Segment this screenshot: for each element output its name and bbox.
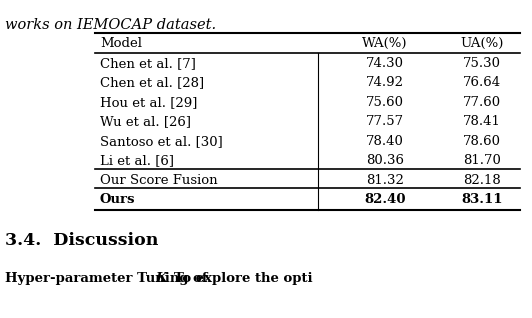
- Text: 3.4.  Discussion: 3.4. Discussion: [5, 232, 159, 249]
- Text: K: K: [156, 273, 167, 286]
- Text: Chen et al. [28]: Chen et al. [28]: [100, 76, 204, 89]
- Text: UA(%): UA(%): [460, 37, 504, 50]
- Text: 74.30: 74.30: [366, 57, 404, 70]
- Text: 80.36: 80.36: [366, 154, 404, 167]
- Text: 82.40: 82.40: [364, 193, 406, 206]
- Text: 76.64: 76.64: [463, 76, 501, 89]
- Text: 78.40: 78.40: [366, 135, 404, 148]
- Text: 81.70: 81.70: [463, 154, 501, 167]
- Text: 83.11: 83.11: [461, 193, 503, 206]
- Text: 77.60: 77.60: [463, 96, 501, 109]
- Text: Our Score Fusion: Our Score Fusion: [100, 174, 218, 187]
- Text: Hyper-parameter Tuning of: Hyper-parameter Tuning of: [5, 273, 212, 286]
- Text: 75.30: 75.30: [463, 57, 501, 70]
- Text: 82.18: 82.18: [463, 174, 501, 187]
- Text: 78.41: 78.41: [463, 115, 501, 128]
- Text: 74.92: 74.92: [366, 76, 404, 89]
- Text: .  To explore the opti: . To explore the opti: [160, 273, 312, 286]
- Text: WA(%): WA(%): [362, 37, 408, 50]
- Text: 81.32: 81.32: [366, 174, 404, 187]
- Text: Santoso et al. [30]: Santoso et al. [30]: [100, 135, 223, 148]
- Text: 75.60: 75.60: [366, 96, 404, 109]
- Text: 77.57: 77.57: [366, 115, 404, 128]
- Text: 78.60: 78.60: [463, 135, 501, 148]
- Text: Wu et al. [26]: Wu et al. [26]: [100, 115, 191, 128]
- Text: Li et al. [6]: Li et al. [6]: [100, 154, 174, 167]
- Text: works on IEMOCAP dataset.: works on IEMOCAP dataset.: [5, 18, 216, 32]
- Text: Chen et al. [7]: Chen et al. [7]: [100, 57, 196, 70]
- Text: Ours: Ours: [100, 193, 136, 206]
- Text: Hou et al. [29]: Hou et al. [29]: [100, 96, 197, 109]
- Text: Model: Model: [100, 37, 142, 50]
